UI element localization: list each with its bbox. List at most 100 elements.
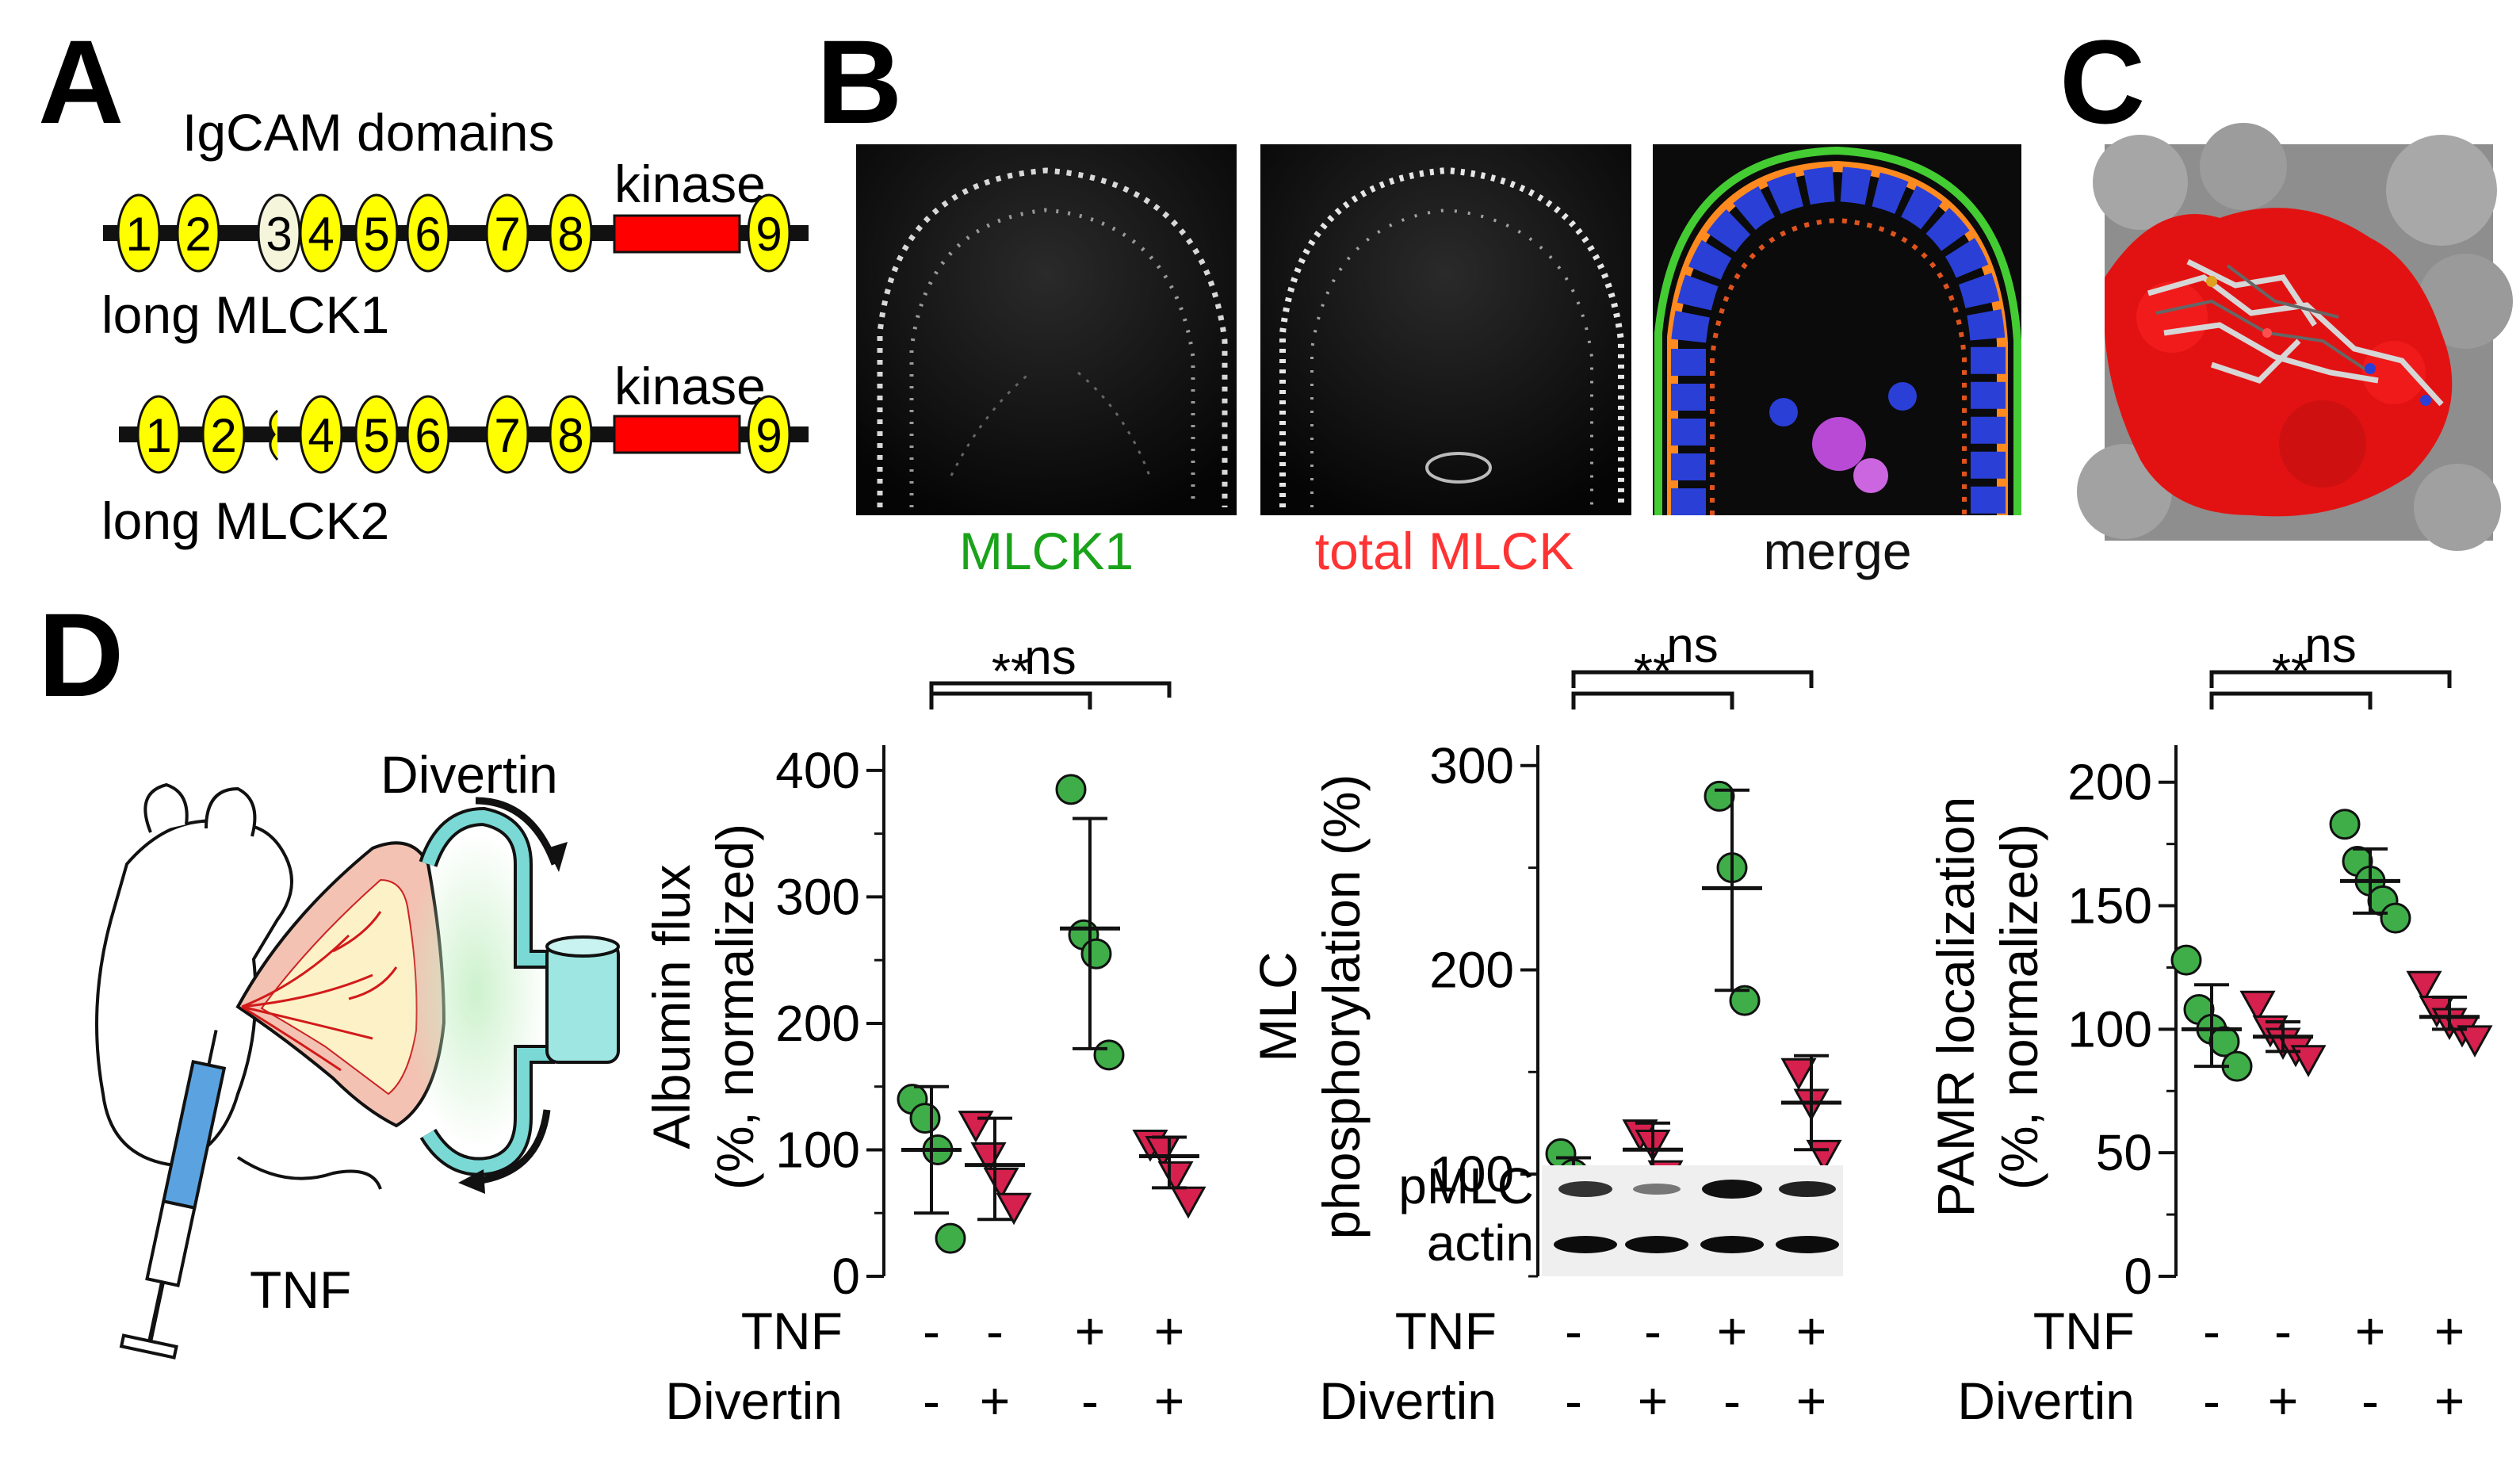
chart2-tick-label-200: 200 bbox=[1429, 941, 1514, 998]
mlck1-domain-6 bbox=[406, 193, 450, 273]
label-mlck1: MLCK1 bbox=[959, 522, 1134, 580]
chart1-divertin-value: - bbox=[1081, 1371, 1099, 1430]
chart3-point bbox=[2170, 944, 2202, 976]
label-merge: merge bbox=[1763, 522, 1911, 580]
chart1-tnf-value: - bbox=[986, 1302, 1004, 1360]
chart3-tnf-value: - bbox=[2274, 1302, 2292, 1360]
blot-label-actin: actin bbox=[1427, 1214, 1534, 1272]
perfusion-reservoir bbox=[545, 942, 620, 1064]
chart1-tnf-value: + bbox=[1154, 1302, 1185, 1360]
mlck2-domain-4 bbox=[299, 395, 343, 474]
mlck2-domain-8 bbox=[549, 395, 593, 474]
micrograph-mlck1 bbox=[856, 144, 1237, 515]
chart3-tick-label-100: 100 bbox=[2067, 1000, 2152, 1058]
mlck1-domain-5 bbox=[354, 193, 399, 273]
chart1-significance: ** bbox=[929, 644, 1092, 709]
chart3-tnf-value: - bbox=[2203, 1302, 2220, 1360]
chart3-tnf-value: + bbox=[2434, 1302, 2465, 1360]
mlck2-domain-7 bbox=[485, 395, 530, 474]
blot-band-actin-3 bbox=[1700, 1236, 1764, 1253]
chart3-point bbox=[2329, 809, 2361, 840]
chart3-ticks: 0 50 100 150 200 bbox=[2067, 754, 2176, 1305]
chart2-ylabel-line1: MLC bbox=[1249, 951, 1307, 1061]
mlck1-domain-9 bbox=[747, 193, 791, 273]
mlck1-domain-label-7: 7 bbox=[494, 208, 520, 261]
chart1-sig-ns: ns bbox=[1024, 630, 1076, 685]
mouse-loop-schematic: Divertin TNF bbox=[95, 745, 620, 1360]
syringe-icon bbox=[119, 1030, 227, 1360]
chart2-divertin-value: + bbox=[1796, 1371, 1827, 1430]
chart2-point bbox=[1729, 985, 1761, 1016]
mlck2-domain-1 bbox=[136, 395, 181, 474]
panel-letter-a: A bbox=[38, 15, 124, 148]
western-blot-inset: pMLC actin bbox=[1398, 1157, 1843, 1276]
cond2-divertin-label: Divertin bbox=[1319, 1371, 1497, 1430]
mlck2-domain-label-5: 5 bbox=[363, 409, 389, 462]
mlck1-domain-label-3: 3 bbox=[266, 208, 292, 261]
chart1-tnf-value: - bbox=[923, 1302, 940, 1360]
chart2-divertin-value: - bbox=[1565, 1371, 1582, 1430]
chart2-significance: ** ns bbox=[1571, 618, 1814, 709]
mlck2-domain-label-9: 9 bbox=[755, 409, 782, 462]
panel-letter-d: D bbox=[38, 588, 124, 721]
mlck2-domain-label-6: 6 bbox=[415, 409, 441, 462]
chart1-tnf-value: + bbox=[1075, 1302, 1106, 1360]
chart2-ylabel-line2: phosphorylation (%) bbox=[1312, 774, 1371, 1240]
mlck2-domain-label-8: 8 bbox=[557, 409, 583, 462]
chart3-ylabel-line1: PAMR localization bbox=[1926, 797, 1985, 1218]
blot-band-actin-1 bbox=[1554, 1236, 1617, 1253]
perfusion-loop bbox=[404, 797, 620, 1194]
chart1-tick-label-300: 300 bbox=[775, 868, 860, 925]
mlck1-domain-label-8: 8 bbox=[557, 208, 583, 261]
schematic-divertin-label: Divertin bbox=[380, 745, 558, 804]
chart2-tnf-value: - bbox=[1565, 1302, 1582, 1360]
chart3-tick-label-150: 150 bbox=[2067, 878, 2152, 935]
mlck1-domain-label-9: 9 bbox=[755, 208, 782, 261]
chart2-tnf-value: + bbox=[1717, 1302, 1748, 1360]
chart3-ylabel-line2: (%, normalized) bbox=[1990, 824, 2048, 1190]
mlck1-domain-label-2: 2 bbox=[185, 208, 211, 261]
chart1-ylabel-line2: (%, normalized) bbox=[706, 824, 764, 1190]
mlck1-name: long MLCK1 bbox=[101, 285, 389, 344]
chart1-point bbox=[935, 1222, 966, 1254]
mlck1-domain-2 bbox=[176, 193, 220, 273]
chart1-significance-ns: ns bbox=[929, 630, 1172, 698]
chart2-tick-label-100: 100 bbox=[1429, 1145, 1514, 1203]
chart3-point bbox=[2406, 970, 2442, 1004]
mlck1-domain-label-5: 5 bbox=[363, 208, 389, 261]
chart3-tick-label-50: 50 bbox=[2096, 1124, 2152, 1181]
chart3-marks bbox=[2170, 809, 2493, 1082]
chart3-tick-label-200: 200 bbox=[2067, 754, 2152, 811]
cond2-tnf-label: TNF bbox=[1395, 1302, 1497, 1360]
chart1-tick-label-200: 200 bbox=[775, 995, 860, 1052]
blot-label-pmlc: pMLC bbox=[1398, 1157, 1534, 1214]
chart2-point bbox=[1704, 780, 1735, 812]
micrograph-merge bbox=[1653, 144, 2021, 515]
molecular-surface-render bbox=[2077, 123, 2513, 551]
panel-c: C bbox=[2059, 15, 2513, 551]
chart3-divertin-value: - bbox=[2203, 1371, 2220, 1430]
chart1-tick-label-0: 0 bbox=[832, 1248, 860, 1305]
chart-pamr-localization: PAMR localization (%, normalized) 0 50 100… bbox=[1926, 618, 2493, 1305]
blot-band-pmlc-4 bbox=[1779, 1181, 1836, 1197]
chart3-divertin-value: - bbox=[2361, 1371, 2379, 1430]
mlck2-domain-6 bbox=[406, 395, 450, 474]
chart3-point bbox=[2457, 1025, 2493, 1058]
panel-letter-b: B bbox=[816, 15, 902, 148]
chart2-point bbox=[1780, 1058, 1817, 1091]
mlck2-domain-label-4: 4 bbox=[308, 409, 334, 462]
condition-rows: TNF Divertin TNF Divertin TNF Divertin -… bbox=[665, 1302, 2465, 1430]
blot-band-pmlc-1 bbox=[1558, 1181, 1612, 1197]
chart1-divertin-value: + bbox=[1154, 1371, 1185, 1430]
mlck1-domain-label-4: 4 bbox=[308, 208, 334, 261]
chart1-tick-label-400: 400 bbox=[775, 742, 860, 799]
chart2-tick-label-300: 300 bbox=[1429, 737, 1514, 794]
mlck1-domain-1 bbox=[117, 193, 161, 273]
chart1-point bbox=[996, 1192, 1032, 1226]
chart1-point bbox=[1080, 938, 1112, 970]
mlck2-kinase-label: kinase bbox=[614, 357, 766, 415]
